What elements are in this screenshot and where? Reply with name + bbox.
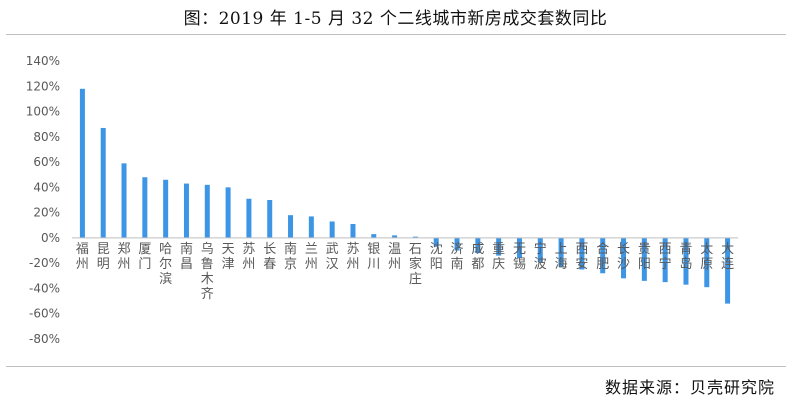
y-tick-label: -60% <box>29 307 60 321</box>
bar <box>496 237 502 256</box>
x-tick-label: 苏州 <box>346 241 359 272</box>
bar <box>246 198 252 238</box>
x-tick-label: 合肥 <box>596 242 609 272</box>
bar <box>267 200 273 238</box>
x-tick-label: 武汉 <box>326 242 339 272</box>
x-tick-label: 郑州 <box>118 242 131 272</box>
y-tick-label: -40% <box>29 281 60 295</box>
bar <box>308 216 314 238</box>
y-tick-label: 140% <box>26 54 60 68</box>
bar <box>454 237 460 251</box>
bar <box>433 237 439 247</box>
x-tick-label: 重庆 <box>492 241 505 272</box>
x-tick-label: 厦门 <box>138 242 151 272</box>
bar <box>121 163 127 238</box>
x-tick-label: 济南 <box>451 242 464 272</box>
x-tick-label: 乌鲁木齐 <box>201 241 214 302</box>
bar <box>225 187 231 238</box>
source-note: 数据来源：贝壳研究院 <box>604 378 775 397</box>
x-tick-label: 石家庄 <box>409 242 422 287</box>
bar <box>537 237 543 262</box>
x-tick-label: 宁波 <box>534 241 547 272</box>
bar <box>704 237 710 288</box>
bar <box>350 224 356 238</box>
x-tick-label: 福州 <box>76 242 89 272</box>
bar <box>163 179 169 238</box>
x-tick-label: 西安 <box>575 242 588 272</box>
y-tick-label: -80% <box>29 332 60 346</box>
bar <box>516 237 522 259</box>
y-tick-label: -20% <box>29 256 60 270</box>
x-tick-label: 西宁 <box>659 242 672 272</box>
bar <box>621 237 627 279</box>
y-tick-label: 0% <box>41 231 60 245</box>
x-tick-label: 沈阳 <box>430 242 443 272</box>
x-tick-label: 天津 <box>222 242 235 272</box>
x-tick-label: 大连 <box>721 242 734 272</box>
x-tick-label: 苏州 <box>242 241 255 272</box>
y-tick-label: 60% <box>33 155 60 169</box>
x-tick-label: 昆明 <box>97 242 110 272</box>
x-tick-label: 银川 <box>367 242 380 272</box>
x-tick-label: 哈尔滨 <box>159 242 172 287</box>
y-tick-label: 80% <box>33 130 60 144</box>
bar <box>641 237 647 281</box>
bar <box>725 237 731 304</box>
x-tick-label: 南昌 <box>180 241 193 272</box>
x-tick-label: 温州 <box>388 242 401 272</box>
bar <box>392 235 398 238</box>
bar <box>662 237 668 283</box>
bar <box>579 237 585 270</box>
chart-title: 图：2019 年 1-5 月 32 个二线城市新房成交套数同比 <box>183 9 608 29</box>
x-tick-label: 贵阳 <box>638 242 651 272</box>
bar <box>329 221 335 238</box>
x-axis-labels: 福州昆明郑州厦门哈尔滨南昌乌鲁木齐天津苏州长春南京兰州武汉苏州银川温州石家庄沈阳… <box>76 241 734 302</box>
bar <box>204 184 210 238</box>
x-tick-label: 南京 <box>284 241 297 272</box>
source-divider <box>6 366 786 367</box>
y-tick-label: 20% <box>33 206 60 220</box>
bar <box>371 234 377 238</box>
y-tick-label: 40% <box>33 180 60 194</box>
bar <box>475 237 481 254</box>
x-tick-label: 太原 <box>700 242 713 272</box>
title-divider <box>6 34 786 35</box>
bar <box>142 177 148 238</box>
bar <box>100 127 106 238</box>
x-tick-label: 长沙 <box>617 242 630 272</box>
bar <box>183 183 189 238</box>
bar-chart: 140% 120% 100% 80% 60% 40% 20% 0% -20% -40% -60% -8… <box>26 54 738 346</box>
bar <box>600 237 606 274</box>
x-tick-label: 上海 <box>555 242 568 272</box>
bar <box>558 237 564 267</box>
bar <box>683 237 689 285</box>
y-tick-label: 120% <box>26 79 60 93</box>
x-tick-label: 长春 <box>263 242 276 272</box>
x-tick-label: 兰州 <box>305 242 318 272</box>
y-axis: 140% 120% 100% 80% 60% 40% 20% 0% -20% -40% -60% -8… <box>26 54 60 346</box>
bars <box>79 88 731 304</box>
x-tick-label: 青岛 <box>679 242 692 272</box>
bar <box>288 215 294 238</box>
x-tick-label: 成都 <box>471 242 484 272</box>
x-tick-label: 无锡 <box>513 242 526 272</box>
bar <box>412 236 418 238</box>
y-tick-label: 100% <box>26 105 60 119</box>
bar <box>79 88 85 238</box>
